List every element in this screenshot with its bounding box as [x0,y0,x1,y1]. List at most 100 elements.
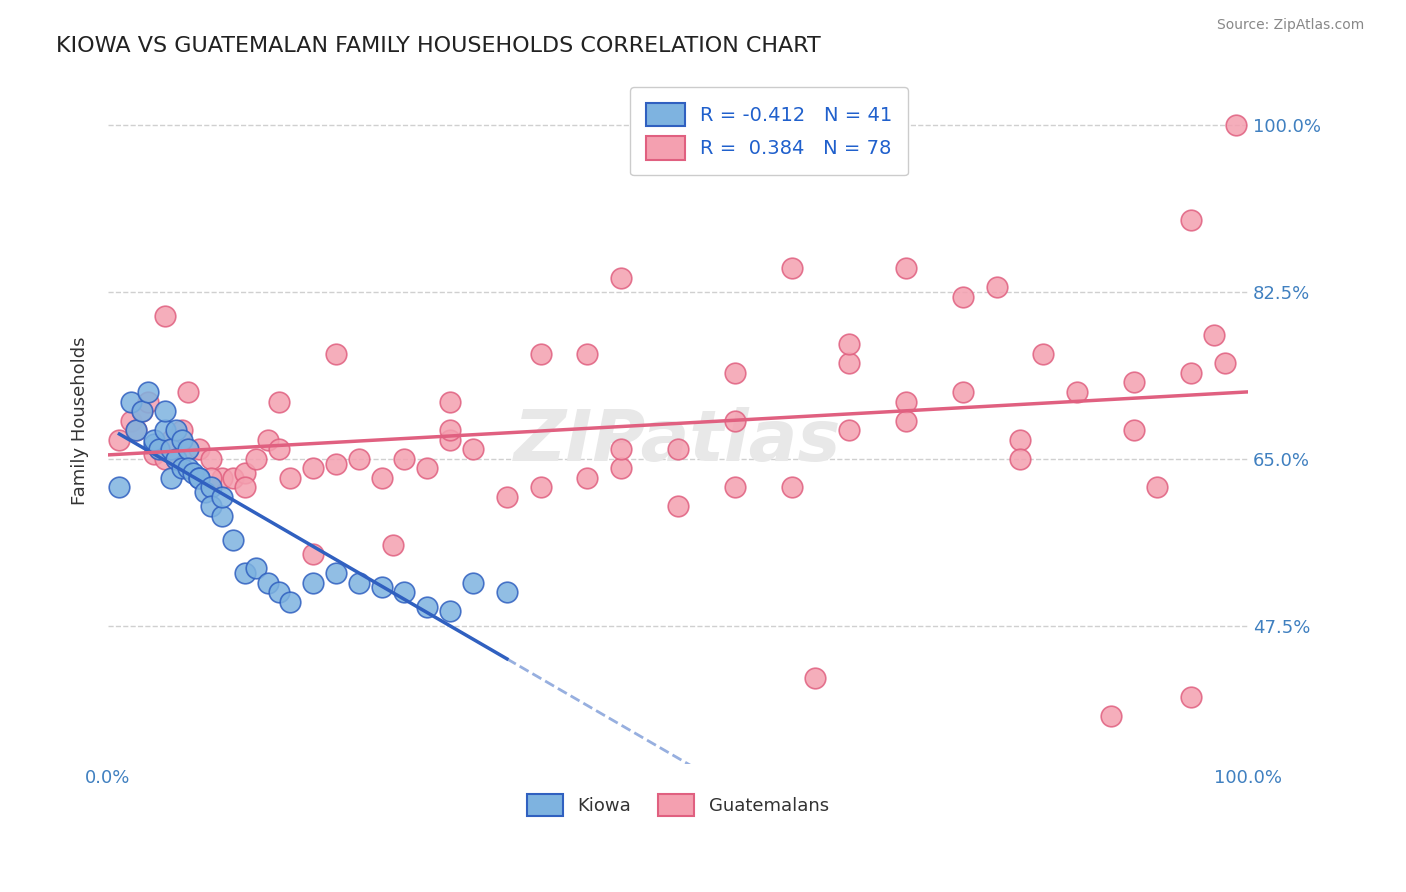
Point [142,447,165,461]
Point [439,433,461,447]
Point [120,414,142,428]
Point [1008,451,1031,466]
Point [610,442,633,457]
Point [347,451,370,466]
Point [267,442,290,457]
Point [233,480,256,494]
Point [496,490,519,504]
Point [148,442,170,457]
Point [575,347,598,361]
Point [267,394,290,409]
Point [302,461,325,475]
Text: ZIPatlas: ZIPatlas [515,407,842,475]
Point [724,480,747,494]
Point [986,280,1008,294]
Point [131,404,153,418]
Point [245,451,267,466]
Point [177,442,200,457]
Point [610,461,633,475]
Text: KIOWA VS GUATEMALAN FAMILY HOUSEHOLDS CORRELATION CHART: KIOWA VS GUATEMALAN FAMILY HOUSEHOLDS CO… [56,36,821,55]
Point [439,423,461,437]
Legend: Kiowa, Guatemalans: Kiowa, Guatemalans [520,787,837,823]
Point [1008,433,1031,447]
Text: Source: ZipAtlas.com: Source: ZipAtlas.com [1216,18,1364,32]
Point [120,394,142,409]
Point [894,414,917,428]
Point [172,433,194,447]
Point [724,366,747,380]
Point [172,461,194,475]
Point [416,461,439,475]
Point [200,451,222,466]
Point [256,575,278,590]
Point [200,500,222,514]
Point [233,466,256,480]
Point [370,471,392,485]
Point [1180,366,1202,380]
Point [325,347,347,361]
Point [1180,213,1202,227]
Point [142,433,165,447]
Point [302,575,325,590]
Point [439,604,461,618]
Point [125,423,148,437]
Point [394,451,416,466]
Point [188,471,211,485]
Point [1122,376,1144,390]
Point [803,671,825,685]
Point [211,508,233,523]
Point [200,480,222,494]
Point [325,566,347,581]
Point [952,290,974,304]
Point [838,423,860,437]
Point [838,356,860,370]
Point [131,404,153,418]
Point [1066,384,1088,399]
Point [233,566,256,581]
Point [575,471,598,485]
Point [200,471,222,485]
Point [1180,690,1202,704]
Point [153,309,176,323]
Point [394,585,416,599]
Point [439,394,461,409]
Point [666,500,689,514]
Point [153,423,176,437]
Point [188,471,211,485]
Point [172,423,194,437]
Point [347,575,370,590]
Point [267,585,290,599]
Point [165,451,187,466]
Point [153,451,176,466]
Point [280,471,302,485]
Point [1146,480,1168,494]
Point [381,537,404,551]
Point [188,442,211,457]
Point [952,384,974,399]
Point [177,442,200,457]
Point [142,437,165,451]
Point [136,384,159,399]
Point [222,471,245,485]
Point [1225,118,1247,132]
Point [165,423,187,437]
Point [416,599,439,614]
Point [159,433,181,447]
Point [125,423,148,437]
Point [108,480,131,494]
Point [165,451,187,466]
Point [222,533,245,547]
Point [148,442,170,457]
Point [724,414,747,428]
Point [1213,356,1236,370]
Y-axis label: Family Households: Family Households [72,336,89,505]
Point [256,433,278,447]
Point [211,471,233,485]
Point [1202,327,1225,342]
Point [838,337,860,351]
Point [136,394,159,409]
Point [177,384,200,399]
Point [530,480,553,494]
Point [1032,347,1054,361]
Point [159,471,181,485]
